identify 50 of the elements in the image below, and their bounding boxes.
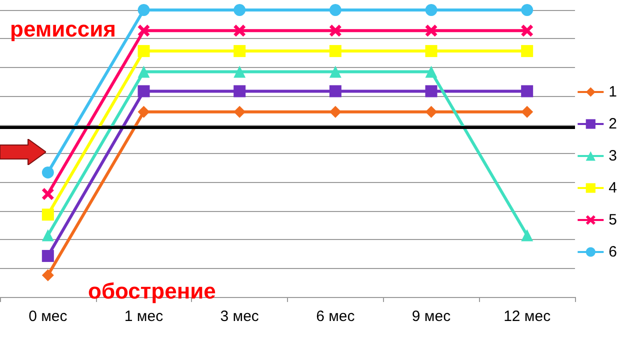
point <box>138 106 150 118</box>
point <box>425 85 438 98</box>
annotation: обострение <box>88 278 216 304</box>
point <box>42 269 54 282</box>
point <box>234 85 246 98</box>
point <box>521 4 534 16</box>
x-tick-label: 1 мес <box>124 308 164 325</box>
point <box>42 166 54 178</box>
x-tick-label: 6 мес <box>316 308 356 325</box>
point <box>329 106 342 118</box>
point <box>329 4 342 16</box>
annotation: ремиссия <box>10 16 116 42</box>
point <box>138 24 150 37</box>
point <box>138 66 150 78</box>
legend-label: 6 <box>608 244 617 260</box>
point <box>42 188 54 200</box>
point <box>138 45 150 58</box>
legend-label: 1 <box>608 84 617 100</box>
x-tick-label: 3 мес <box>220 308 260 325</box>
point <box>425 24 438 37</box>
x-tick-label: 9 мес <box>412 308 452 325</box>
point <box>521 24 534 37</box>
point <box>329 85 342 98</box>
point <box>329 66 342 78</box>
x-tick-label: 12 мес <box>504 308 552 325</box>
point <box>234 45 246 58</box>
point <box>425 4 438 16</box>
point <box>425 45 438 58</box>
point <box>521 45 534 58</box>
point <box>425 66 438 78</box>
point <box>329 45 342 58</box>
point <box>521 106 534 118</box>
point <box>329 24 342 37</box>
point <box>234 66 246 78</box>
legend-label: 5 <box>608 212 617 228</box>
legend-label: 3 <box>608 148 617 164</box>
point <box>138 85 150 98</box>
point <box>42 208 54 221</box>
point <box>138 4 150 16</box>
x-tick-label: 0 мес <box>28 308 68 325</box>
point <box>425 106 438 118</box>
point <box>521 85 534 98</box>
legend-label: 2 <box>608 116 617 132</box>
point <box>234 24 246 37</box>
point <box>42 250 54 262</box>
point <box>42 229 54 242</box>
point <box>234 4 246 16</box>
legend-label: 4 <box>608 180 617 196</box>
point <box>234 106 246 118</box>
point <box>521 229 534 242</box>
